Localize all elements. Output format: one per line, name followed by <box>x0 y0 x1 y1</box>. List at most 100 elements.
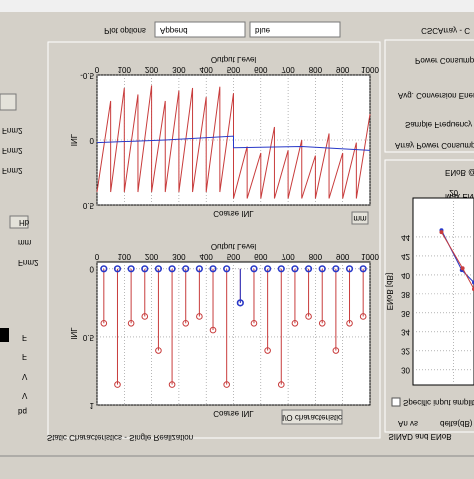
x-tick-label: 200 <box>145 252 159 261</box>
left-label: bq <box>18 407 27 416</box>
stem-head <box>182 265 190 273</box>
stem-head <box>223 265 231 273</box>
button-label[interactable]: I/O characteristic <box>282 413 342 422</box>
x-tick-label: 200 <box>145 65 159 74</box>
stem-head <box>155 347 162 354</box>
stem-head <box>359 313 367 320</box>
x-axis-label: Output Level <box>211 55 257 64</box>
stem-head <box>209 265 217 273</box>
x-axis-label: Output Level <box>211 242 257 251</box>
x-tick-label: 600 <box>254 65 268 74</box>
stem-head <box>100 265 108 273</box>
hb-button[interactable] <box>9 215 29 229</box>
x-tick-label: 900 <box>336 65 350 74</box>
color[interactable]: blue <box>255 26 271 35</box>
left-button[interactable] <box>0 93 17 111</box>
left-label: Fnm2 <box>2 126 23 135</box>
y-tick-label: -0.5 <box>80 71 94 80</box>
x-tick-label: 0 <box>95 252 100 261</box>
y-tick-label: 38 <box>401 290 410 299</box>
stem-head <box>182 319 190 327</box>
y-axis-label: INL <box>69 327 78 340</box>
stem-head <box>168 381 176 388</box>
stem-head <box>318 265 326 273</box>
y-tick-label: 32 <box>401 347 410 356</box>
sinad-frame <box>384 159 474 433</box>
y-tick-label: 44 <box>401 233 410 242</box>
y-tick-label: 0.5 <box>83 201 95 210</box>
stem-head <box>168 265 176 273</box>
x-tick-label: 600 <box>254 252 268 261</box>
y-tick-label: 30 <box>401 366 410 375</box>
point <box>439 230 444 235</box>
static-frame <box>47 41 381 439</box>
left-label: V <box>22 372 28 381</box>
right-label: Avg. Conversion Energy <box>398 91 474 100</box>
y-tick-label: 34 <box>401 328 410 337</box>
right-label: Sample Frequency <box>405 120 472 129</box>
panel-title: SINAD and ENoB <box>388 432 451 441</box>
plot-area <box>412 197 474 386</box>
y-tick-label: 36 <box>401 309 410 318</box>
x-tick-label: 100 <box>118 252 132 261</box>
y-tick-label: 0 <box>90 136 95 145</box>
left-label: Fnm2 <box>2 166 23 175</box>
left-label: Hb <box>19 218 30 227</box>
right-label: Array Power Consumption <box>395 141 474 150</box>
chart-title: Coarse INL <box>213 209 254 218</box>
stem-head <box>277 265 285 273</box>
y-axis-label: INL <box>69 133 78 146</box>
stem-head <box>359 265 367 273</box>
y-tick-label: 42 <box>401 252 410 261</box>
left-label: Fnm2 <box>18 258 39 267</box>
x-tick-label: 700 <box>281 252 295 261</box>
stem-head <box>195 265 203 273</box>
stem-head <box>291 319 299 327</box>
stem-head <box>223 381 230 388</box>
mode-dropdown[interactable] <box>154 21 246 38</box>
stem-head <box>277 381 285 388</box>
checkbox[interactable] <box>391 397 401 407</box>
stem-head <box>345 265 354 273</box>
stem-head <box>127 265 135 273</box>
button-label[interactable]: mm <box>353 214 367 223</box>
stem-head <box>141 313 149 320</box>
y-tick-label: 0 <box>90 265 95 274</box>
right-label: ENoB @ An <box>445 168 474 177</box>
io-button[interactable] <box>281 409 343 425</box>
line <box>96 135 371 151</box>
x-tick-label: 0 <box>95 65 100 74</box>
stem-head <box>250 319 258 327</box>
stem-head <box>154 265 163 273</box>
point <box>460 266 465 271</box>
y-tick-label: 1 <box>90 401 95 410</box>
left-label: mm <box>18 238 32 247</box>
x-tick-label: 100 <box>118 65 132 74</box>
y-axis-label: ENoB [dB] <box>385 273 394 310</box>
x-tick-label: 700 <box>281 65 295 74</box>
stem-head <box>127 319 135 327</box>
stem-head <box>264 265 272 273</box>
stem-head <box>332 265 340 273</box>
x-tick-label: 1000 <box>361 65 379 74</box>
title-strip <box>0 0 474 12</box>
plot-options: Plot options <box>104 26 146 35</box>
left-label: V <box>22 391 28 400</box>
plot-area <box>96 261 371 406</box>
right-label: delta(dB) <box>440 419 473 428</box>
app-title: CSCArray - C <box>421 26 470 35</box>
mm-button[interactable] <box>351 211 369 225</box>
y-tick-label: 40 <box>401 271 410 280</box>
x-tick-label: 300 <box>172 65 186 74</box>
stem-head <box>236 299 244 307</box>
mode[interactable]: Append <box>160 26 188 35</box>
right-label: Power Consumption <box>415 56 474 65</box>
left-label: F <box>22 333 27 342</box>
power-frame <box>384 39 474 153</box>
right-label: Max ENoB <box>445 192 474 201</box>
x-tick-label: 400 <box>200 252 214 261</box>
black-swatch <box>0 328 9 342</box>
stem-head <box>196 313 203 320</box>
color-dropdown[interactable] <box>249 21 341 38</box>
